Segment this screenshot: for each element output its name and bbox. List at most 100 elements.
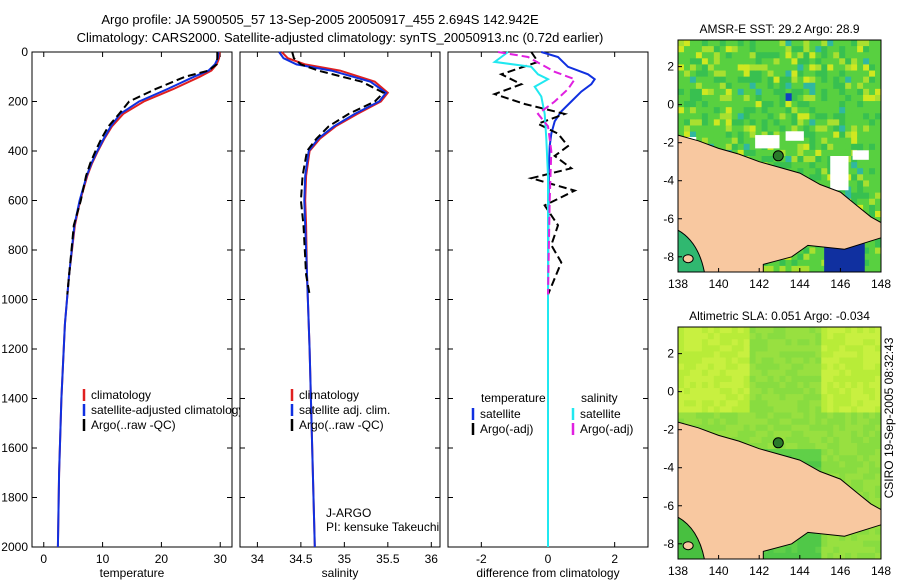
sst_map-field-cell bbox=[773, 125, 780, 133]
sla_map-field-cell bbox=[863, 388, 870, 395]
sla_map-field-cell bbox=[731, 400, 739, 407]
sla_map-field-cell bbox=[773, 388, 780, 395]
sla_map-field-cell bbox=[725, 406, 733, 413]
sla_map-field-cell bbox=[869, 363, 876, 371]
sla_map-field-cell bbox=[707, 406, 715, 413]
sla_map-field-cell bbox=[701, 351, 709, 359]
sla_map-field-cell bbox=[737, 388, 745, 395]
sst_map-field-cell bbox=[845, 107, 852, 114]
sst_map-field-cell bbox=[833, 119, 840, 126]
sla_map-field-cell bbox=[767, 430, 775, 438]
sst_map-field-cell bbox=[773, 94, 780, 102]
sla_map-field-cell bbox=[761, 394, 769, 401]
sla_map-field-cell bbox=[869, 333, 876, 340]
sst_map-field-cell bbox=[839, 76, 846, 84]
sst-missing-data-patch bbox=[785, 131, 804, 141]
sla_map-field-cell bbox=[857, 455, 864, 462]
sla_map-field-cell bbox=[713, 400, 721, 407]
sla_map-field-cell bbox=[767, 388, 775, 395]
sla_map-field-cell bbox=[869, 388, 876, 395]
sla_map-field-cell bbox=[863, 357, 870, 365]
sst_map-field-cell bbox=[779, 131, 786, 139]
sst_map-field-cell bbox=[863, 64, 870, 72]
sst_map-field-cell bbox=[755, 70, 763, 78]
sst_map-field-cell bbox=[803, 46, 810, 53]
sla_map-field-cell bbox=[755, 394, 763, 401]
sst_map-field-cell bbox=[791, 259, 798, 267]
sla_map-field-cell bbox=[875, 430, 882, 438]
sst_map-field-cell bbox=[779, 40, 786, 47]
sst_map-field-cell bbox=[791, 46, 798, 53]
sla_map-field-cell bbox=[809, 345, 816, 352]
sla_map-field-cell bbox=[833, 327, 840, 334]
sla_map-field-cell bbox=[815, 430, 822, 438]
sst_map-field-cell bbox=[857, 94, 864, 102]
sst_map-field-cell bbox=[875, 58, 882, 65]
sst_map-field-cell bbox=[839, 82, 846, 90]
sst_map-field-cell bbox=[839, 58, 846, 65]
sla_map-field-cell bbox=[863, 540, 870, 548]
sla_map-field-cell bbox=[875, 546, 882, 554]
sst_map-field-cell bbox=[821, 40, 828, 47]
sst_map-field-cell bbox=[707, 88, 715, 96]
sst_map-field-cell bbox=[689, 131, 697, 139]
sla_map-field-cell bbox=[725, 388, 733, 395]
sla_map-field-cell bbox=[689, 345, 697, 352]
sla_map-field-cell bbox=[827, 406, 834, 413]
sla_map-field-cell bbox=[821, 388, 828, 395]
sla_map-field-cell bbox=[851, 467, 858, 475]
sla_map-field-cell bbox=[689, 351, 697, 359]
sst_map-field-cell bbox=[845, 88, 852, 96]
sst_map-field-cell bbox=[725, 58, 733, 65]
sla_map-field-cell bbox=[875, 369, 882, 377]
sst_map-field-cell bbox=[761, 94, 769, 102]
sla_map-field-cell bbox=[857, 552, 864, 560]
sla_map-field-cell bbox=[869, 479, 876, 487]
sla_map-field-cell bbox=[833, 339, 840, 346]
sst_map-field-cell bbox=[815, 64, 822, 72]
sla_map-field-cell bbox=[731, 375, 739, 383]
sla_map-field-cell bbox=[827, 351, 834, 359]
sst_map-field-cell bbox=[821, 82, 828, 90]
sst_map-field-cell bbox=[845, 149, 852, 157]
temperature-xtick-label: 30 bbox=[214, 552, 228, 566]
sst_map-field-cell bbox=[797, 40, 804, 47]
sst_map-field-cell bbox=[719, 52, 727, 59]
sst_map-field-cell bbox=[707, 46, 715, 53]
sla_map-field-cell bbox=[875, 504, 882, 511]
sst_map-field-cell bbox=[773, 88, 780, 96]
sst_map-field-cell bbox=[857, 186, 864, 194]
sst_map-field-cell bbox=[863, 168, 870, 175]
sla_map-field-cell bbox=[809, 339, 816, 346]
sst_map-field-cell bbox=[833, 64, 840, 72]
sla_map-field-cell bbox=[719, 351, 727, 359]
sst_map-field-cell bbox=[731, 107, 739, 114]
sla_map-field-cell bbox=[743, 351, 751, 359]
sst_map-field-cell bbox=[695, 64, 703, 72]
sla_map-field-cell bbox=[851, 406, 858, 413]
sst_map-field-cell bbox=[809, 46, 816, 53]
sla_map-field-cell bbox=[809, 461, 816, 468]
sst_map-field-cell bbox=[875, 143, 882, 151]
sst_map-field-cell bbox=[689, 58, 697, 65]
sst_map-field-cell bbox=[803, 52, 810, 59]
sst_map-field-cell bbox=[869, 46, 876, 53]
sla_map-field-cell bbox=[713, 339, 721, 346]
sla_map-field-cell bbox=[695, 388, 703, 395]
sla_map-field-cell bbox=[701, 424, 709, 432]
sst_map-field-cell bbox=[779, 64, 786, 72]
sst_map-field-cell bbox=[761, 52, 769, 59]
sst_map-field-cell bbox=[815, 137, 822, 145]
sla_map-field-cell bbox=[743, 327, 751, 334]
sst_map-field-cell bbox=[821, 125, 828, 133]
sla_map-field-cell bbox=[785, 430, 792, 438]
sla_map-field-cell bbox=[767, 436, 775, 444]
sst_map-field-cell bbox=[749, 58, 757, 65]
timestamp-label: CSIRO 19-Sep-2005 08:32:43 bbox=[882, 337, 896, 498]
sla_map-field-cell bbox=[683, 369, 691, 377]
sst_map-field-cell bbox=[809, 162, 816, 169]
sst_map-field-cell bbox=[869, 64, 876, 72]
sst_map-field-cell bbox=[809, 247, 816, 255]
sla_map-field-cell bbox=[707, 339, 715, 346]
sla_map-field-cell bbox=[791, 357, 798, 365]
